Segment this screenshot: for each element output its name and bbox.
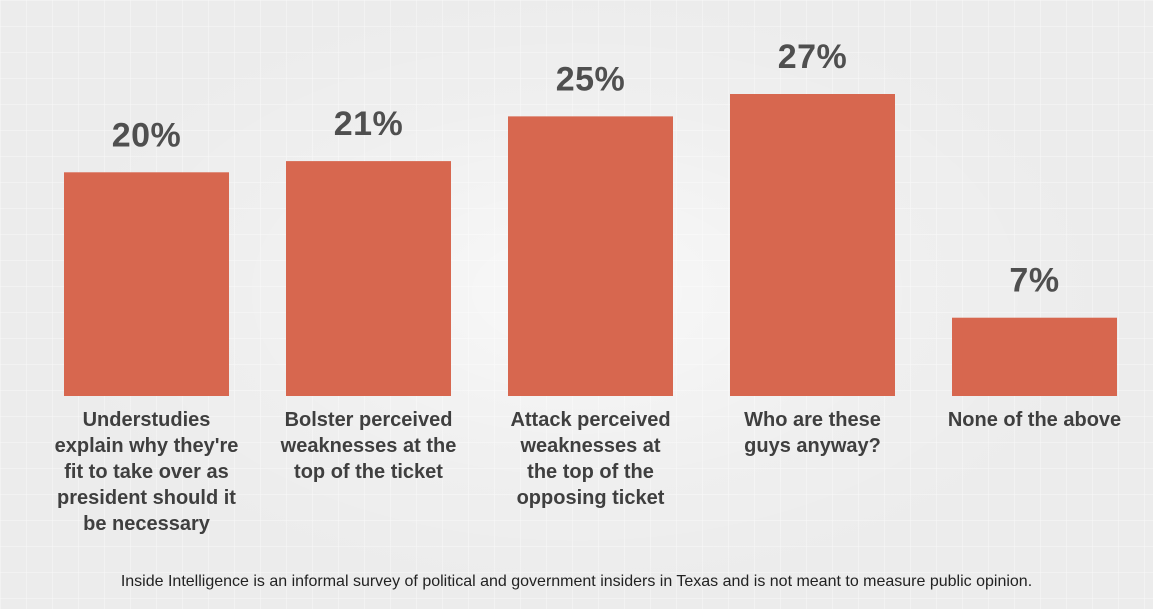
value-label-4: 27% [778,38,848,76]
category-label-line: president should it [57,487,236,509]
category-label-line: top of the ticket [294,461,443,483]
category-label-line: fit to take over as [64,461,229,483]
category-label-line: explain why they're [55,435,239,457]
value-label-5: 7% [1009,262,1059,300]
bar-2 [286,161,451,396]
category-label-3: Attack perceived weaknesses at the top of … [510,409,670,509]
bar-1 [64,172,229,396]
bar-3 [508,116,673,397]
category-label-line: be necessary [83,513,211,535]
value-label-2: 21% [334,105,404,143]
category-label-line: Who are these [744,409,881,431]
bar-4 [730,94,895,396]
footnote: Inside Intelligence is an informal surve… [120,573,1033,590]
category-label-1: Understudies explain why they're fit to ta… [55,409,239,535]
category-label-line: None of the above [948,409,1121,431]
category-label-line: the top of the [527,461,654,483]
bar-5 [952,317,1117,396]
category-label-line: weaknesses at the [280,435,457,457]
category-label-line: guys anyway? [744,435,881,457]
value-label-1: 20% [112,116,182,154]
category-label-line: Bolster perceived [285,409,453,431]
category-label-line: weaknesses at [519,435,660,457]
category-label-line: opposing ticket [517,487,665,509]
category-label-line: Understudies [83,409,211,431]
value-label-3: 25% [556,60,626,98]
category-label-2: Bolster perceived weaknesses at the top of… [280,409,457,483]
category-label-5: None of the above [948,409,1121,431]
category-label-line: Attack perceived [510,409,670,431]
category-label-4: Who are these guys anyway? [744,409,881,457]
